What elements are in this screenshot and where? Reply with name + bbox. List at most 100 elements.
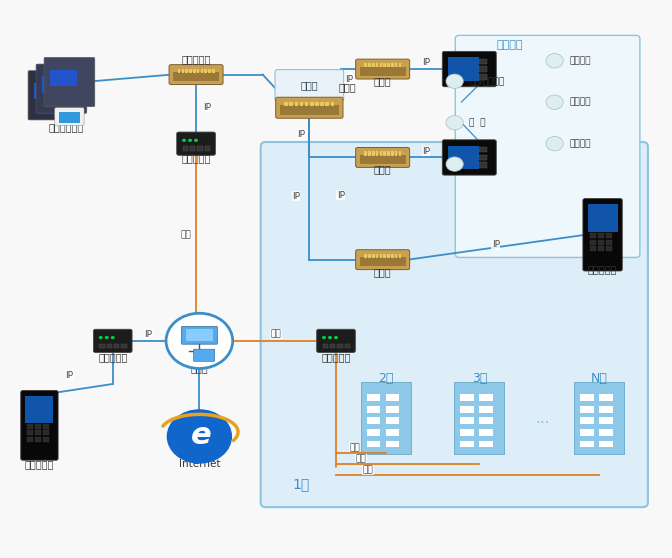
Bar — [386, 429, 399, 436]
Bar — [185, 69, 188, 73]
FancyBboxPatch shape — [194, 349, 215, 362]
Bar — [330, 344, 335, 348]
Bar — [364, 151, 367, 156]
Bar — [383, 151, 386, 156]
Bar — [367, 394, 380, 401]
Text: 燃气报警: 燃气报警 — [569, 139, 591, 148]
Bar — [460, 406, 474, 413]
Bar — [460, 440, 474, 448]
Bar — [331, 102, 334, 106]
Circle shape — [446, 116, 463, 130]
Bar — [205, 146, 210, 151]
Bar — [372, 63, 374, 68]
FancyBboxPatch shape — [355, 147, 410, 167]
Text: 空调/电视控制: 空调/电视控制 — [469, 76, 505, 86]
Bar — [284, 102, 288, 106]
Bar — [368, 253, 371, 258]
Bar — [448, 57, 478, 81]
Bar — [208, 69, 211, 73]
Bar — [34, 83, 60, 99]
Bar — [479, 394, 493, 401]
Bar — [479, 66, 487, 72]
FancyBboxPatch shape — [355, 250, 410, 270]
Bar — [580, 440, 593, 448]
Text: 光纤: 光纤 — [271, 330, 282, 339]
Bar — [290, 102, 293, 106]
Text: IP: IP — [422, 59, 430, 68]
Bar — [99, 344, 105, 348]
Circle shape — [99, 336, 103, 339]
Bar — [599, 417, 613, 424]
Bar — [391, 253, 394, 258]
Bar — [376, 151, 378, 156]
Text: 紧急按鈕: 紧急按鈕 — [569, 98, 591, 107]
Bar — [599, 440, 613, 448]
Bar — [394, 253, 397, 258]
Circle shape — [167, 410, 231, 463]
FancyBboxPatch shape — [177, 132, 215, 155]
FancyBboxPatch shape — [44, 57, 95, 107]
Circle shape — [546, 95, 563, 109]
Text: 光纤: 光纤 — [181, 230, 192, 239]
Text: 交换机: 交换机 — [339, 82, 356, 92]
Bar — [580, 429, 593, 436]
Text: 光纤: 光纤 — [363, 465, 374, 474]
Circle shape — [166, 313, 233, 368]
Bar — [387, 151, 390, 156]
Bar — [107, 344, 112, 348]
Bar — [589, 247, 595, 251]
Bar — [325, 102, 329, 106]
Bar — [391, 151, 394, 156]
Bar — [599, 394, 613, 401]
Bar — [605, 233, 612, 238]
Bar — [589, 240, 595, 245]
Bar — [315, 102, 319, 106]
Circle shape — [334, 336, 338, 339]
Bar — [36, 430, 42, 435]
Text: 交换机: 交换机 — [374, 267, 392, 277]
Bar — [181, 69, 184, 73]
Text: IP: IP — [292, 191, 300, 201]
Bar — [386, 417, 399, 424]
Bar — [114, 344, 120, 348]
Circle shape — [446, 74, 463, 88]
Text: N栈: N栈 — [591, 372, 607, 385]
Bar — [305, 102, 308, 106]
Bar — [323, 344, 328, 348]
Text: 3栈: 3栈 — [472, 372, 487, 385]
Text: IP: IP — [144, 330, 152, 339]
Bar — [394, 151, 397, 156]
FancyBboxPatch shape — [275, 70, 343, 102]
Text: IP: IP — [492, 240, 500, 249]
Bar — [28, 437, 34, 442]
Bar — [372, 151, 374, 156]
Text: 光纤收发器: 光纤收发器 — [98, 353, 128, 363]
Text: 光纤: 光纤 — [356, 454, 367, 463]
Bar — [479, 429, 493, 436]
Bar — [391, 63, 394, 68]
Text: IP: IP — [345, 75, 353, 84]
FancyBboxPatch shape — [360, 257, 406, 266]
Text: 监  控: 监 控 — [469, 118, 486, 127]
FancyBboxPatch shape — [442, 140, 497, 175]
Bar — [294, 102, 298, 106]
Bar — [36, 424, 42, 429]
Bar — [383, 253, 386, 258]
FancyBboxPatch shape — [28, 71, 79, 120]
Bar — [479, 74, 487, 80]
Circle shape — [322, 336, 326, 339]
Bar — [367, 406, 380, 413]
Bar — [454, 382, 504, 454]
Bar — [597, 240, 603, 245]
Text: e: e — [191, 421, 212, 450]
Bar — [589, 233, 595, 238]
Bar — [368, 63, 371, 68]
Text: 门  磁: 门 磁 — [469, 160, 486, 169]
Bar — [386, 406, 399, 413]
Bar — [345, 344, 350, 348]
Bar — [36, 437, 42, 442]
Bar — [122, 344, 127, 348]
Bar — [28, 430, 34, 435]
Bar — [364, 63, 367, 68]
Text: 中心交换机: 中心交换机 — [181, 54, 211, 64]
